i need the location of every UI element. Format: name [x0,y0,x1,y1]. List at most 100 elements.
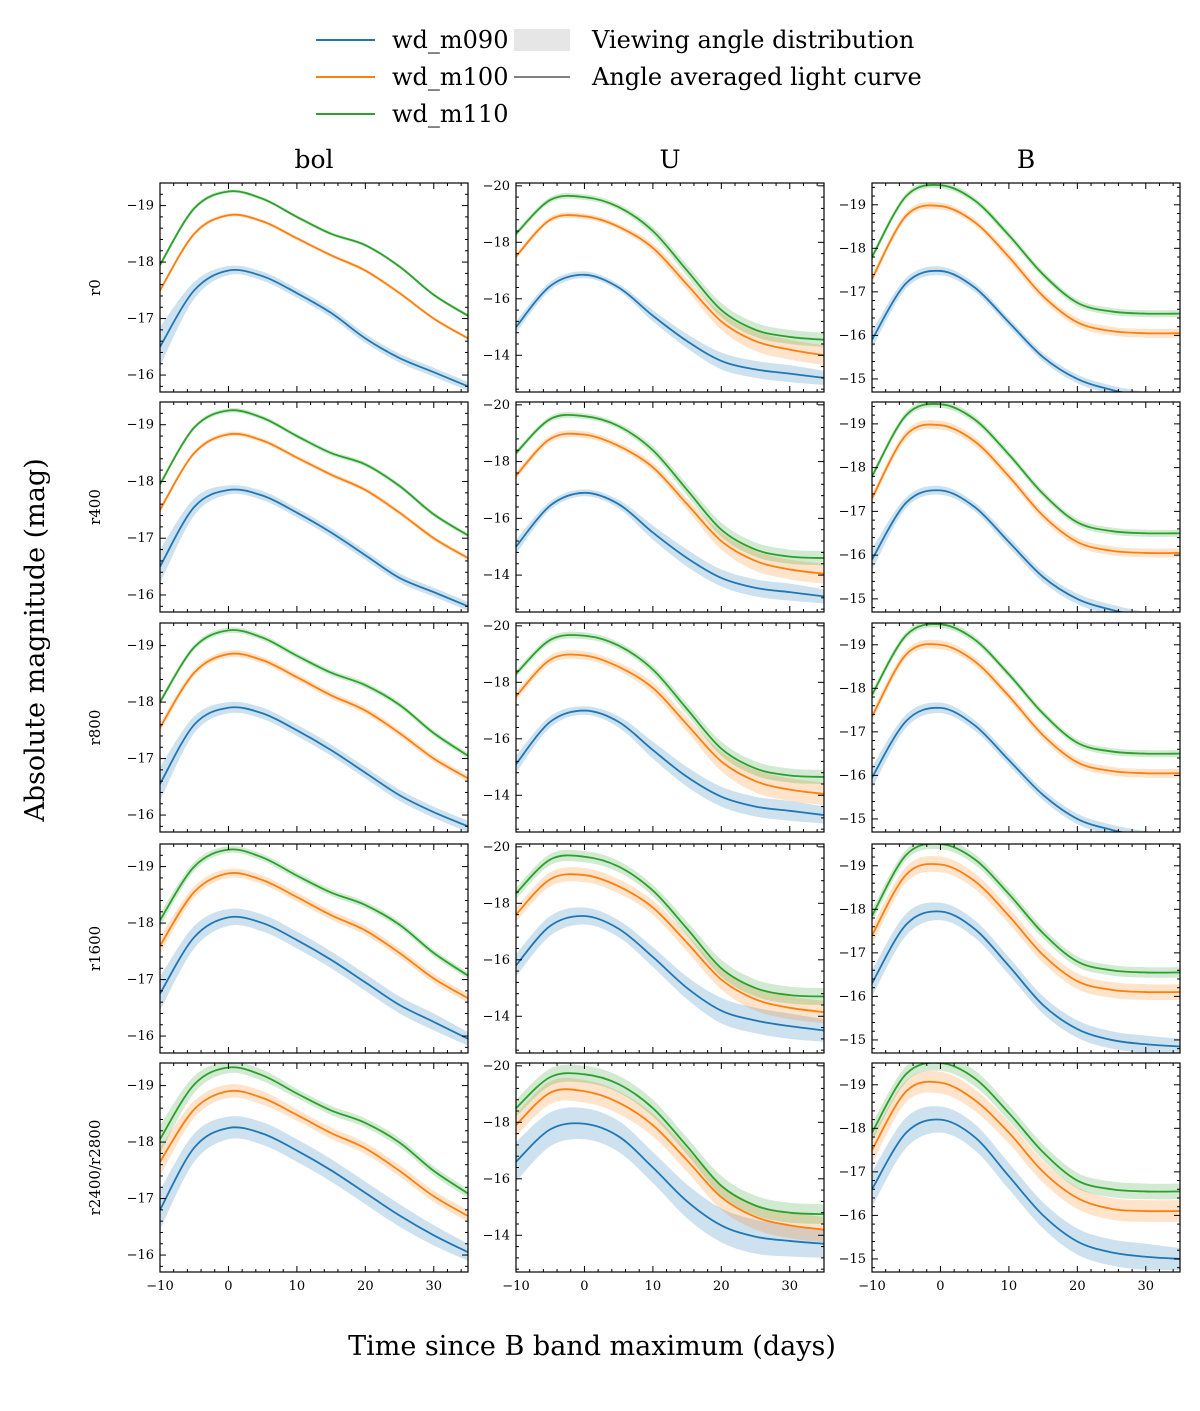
line-wd-m100 [160,432,468,559]
plot-area [872,844,1180,1053]
line-wd-m090 [872,269,1126,392]
x-tick-label: 30 [426,1279,443,1294]
row-label-r1600: r1600 [86,926,104,971]
y-tick-label: −14 [483,1228,510,1243]
band-wd-m110 [516,849,824,1005]
line-wd-m090 [160,915,468,1040]
panel-frame [159,622,469,833]
line-wd-m100 [160,1089,468,1217]
line-wd-m090 [872,910,1180,1048]
tick-marks [159,402,468,612]
y-tick-label: −18 [483,1115,510,1130]
tick-marks [871,1063,1180,1272]
y-tick-label: −18 [483,235,510,250]
panel-r2400-r2800-b: −19 −18 −17 −16 −15 −10 0 10 20 30 [839,1062,1181,1294]
x-tick-label: 10 [289,1279,306,1294]
column-titles: bol U B [294,145,1035,174]
tick-marks [515,402,824,612]
band-wd-m110 [872,844,1180,978]
y-tick-label: −20 [483,398,510,413]
tick-marks [871,402,1180,612]
legend: wd_m090 wd_m100 wd_m110 Viewing angle distr… [316,26,922,128]
line-wd-m090 [872,489,1126,612]
plot-area [160,1063,468,1261]
y-tick-label: −19 [839,859,866,874]
y-tick-label: −19 [127,639,154,654]
line-wd-m090 [160,269,468,388]
band-wd-m090 [516,1107,824,1258]
legend-label-wd-m100: wd_m100 [392,63,508,91]
line-wd-m110 [160,848,468,977]
y-tick-label: −18 [839,681,866,696]
line-wd-m110 [872,623,1180,755]
line-wd-m100 [872,204,1180,335]
band-wd-m110 [872,623,1180,758]
line-wd-m100 [160,872,468,999]
tick-marks [515,183,824,392]
legend-label-wd-m110: wd_m110 [392,100,508,128]
y-tick-label: −16 [839,768,866,783]
band-wd-m110 [516,192,824,347]
line-wd-m110 [160,629,468,757]
band-wd-m100 [872,856,1180,1001]
y-tick-label: −18 [483,675,510,690]
y-tick-label: −16 [483,732,510,747]
line-wd-m100 [516,873,824,1013]
row-label-r400: r400 [86,489,104,525]
x-tick-label: 0 [936,1279,944,1294]
plot-area [160,189,468,391]
line-wd-m100 [872,863,1180,994]
line-wd-m110 [516,194,824,341]
panel-frame [871,843,1181,1054]
plot-area [516,412,824,604]
panel-grid: −19−18−17−16−20−18−16−14−19−18−17−16−15−… [127,179,1181,1294]
band-wd-m110 [160,846,468,979]
y-tick-label: −16 [483,1172,510,1187]
line-wd-m110 [516,634,824,778]
line-wd-m100 [872,423,1180,554]
y-tick-label: −16 [127,1248,154,1263]
y-tick-label: −18 [127,255,154,270]
x-tick-label: 0 [580,1279,588,1294]
plot-area [872,1063,1180,1271]
x-tick-label: 30 [1138,1279,1155,1294]
y-tick-label: −15 [839,1033,866,1048]
y-tick-label: −16 [839,989,866,1004]
y-tick-label: −16 [127,808,154,823]
y-tick-label: −19 [839,1078,866,1093]
plot-area [516,192,824,385]
band-wd-m100 [516,650,824,806]
y-tick-label: −18 [839,241,866,256]
band-wd-m090 [872,902,1180,1053]
line-wd-m100 [872,1080,1180,1213]
x-tick-label: 30 [782,1279,799,1294]
line-wd-m100 [516,1088,824,1231]
y-tick-label: −14 [483,788,510,803]
band-wd-m090 [160,908,468,1046]
line-wd-m100 [160,213,468,340]
line-wd-m110 [160,190,468,317]
column-title-bol: bol [294,145,333,174]
line-wd-m090 [516,709,824,816]
band-wd-m090 [516,907,824,1042]
tick-marks [159,183,468,392]
panel-r1600-bol: −19 −18 −17 −16 [127,843,469,1054]
line-wd-m090 [872,706,1126,832]
tick-marks [159,623,468,832]
y-tick-label: −18 [839,902,866,917]
panel-frame [159,1062,469,1273]
tick-marks [871,183,1180,392]
x-tick-label: 20 [713,1279,730,1294]
line-wd-m100 [516,653,824,795]
line-wd-m100 [160,652,468,780]
y-tick-label: −16 [127,368,154,383]
line-wd-m090 [160,488,468,608]
y-tick-label: −16 [127,1029,154,1044]
y-tick-label: −17 [127,752,154,767]
plot-area [160,627,468,832]
panel-r2400-r2800-bol: −19 −18 −17 −16 −10 0 10 20 30 [127,1062,469,1294]
y-tick-label: −17 [839,725,866,740]
plot-area [160,846,468,1046]
y-tick-label: −19 [839,638,866,653]
band-wd-m100 [872,1070,1180,1223]
